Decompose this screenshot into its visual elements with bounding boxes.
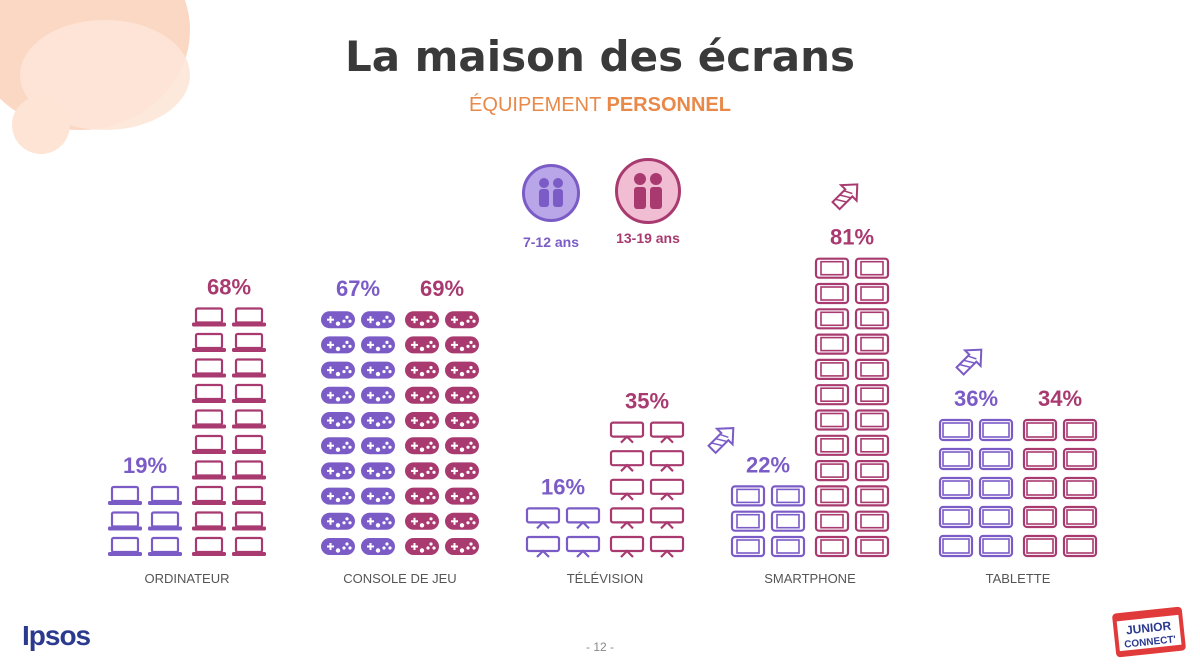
- legend-item-13-19: 13-19 ans: [600, 158, 696, 246]
- category-label-4: TABLETTE: [986, 571, 1051, 586]
- category-label-3: SMARTPHONE: [764, 571, 856, 586]
- bar-1-0: [321, 311, 395, 555]
- bar-2-1: [609, 421, 685, 558]
- trend-up-icon-3-0: [707, 427, 735, 455]
- category-label-2: TÉLÉVISION: [567, 571, 644, 586]
- svg-text:CONNECT': CONNECT': [1124, 634, 1177, 650]
- ipsos-logo: Ipsos: [22, 620, 91, 651]
- value-label-3-1: 81%: [830, 225, 874, 250]
- bar-0-0: [108, 485, 182, 556]
- chart: 19% 68% ORDINATEUR 67% 69% CONSOLE DE JEU 16% 3…: [108, 183, 1098, 586]
- bar-2-0: [525, 507, 601, 558]
- page-number: - 12 -: [585, 640, 614, 654]
- value-label-0-0: 19%: [123, 453, 167, 478]
- value-label-0-1: 68%: [207, 275, 251, 300]
- bar-0-1: [192, 307, 266, 556]
- bar-4-1: [1022, 418, 1098, 558]
- kids-icon: [522, 164, 580, 222]
- category-label-0: ORDINATEUR: [145, 571, 230, 586]
- subtitle-part-1: ÉQUIPEMENT: [469, 94, 607, 116]
- trend-up-icon-4-0: [955, 348, 983, 376]
- page-subtitle: ÉQUIPEMENT PERSONNEL: [0, 94, 1200, 117]
- value-label-2-0: 16%: [541, 474, 585, 499]
- page-title: La maison des écrans: [344, 32, 856, 81]
- bar-1-1: [405, 311, 479, 555]
- teens-icon: [615, 158, 681, 224]
- decorative-circle-small: [12, 96, 70, 154]
- value-label-4-0: 36%: [954, 386, 998, 411]
- bar-4-0: [938, 418, 1014, 558]
- value-label-3-0: 22%: [746, 452, 790, 477]
- value-label-1-0: 67%: [336, 276, 380, 301]
- value-label-2-1: 35%: [625, 389, 669, 414]
- value-label-4-1: 34%: [1038, 386, 1082, 411]
- junior-connect-logo: JUNIOR CONNECT': [1112, 606, 1186, 658]
- subtitle-part-2: PERSONNEL: [606, 94, 731, 116]
- bar-3-0: [730, 485, 806, 558]
- legend-item-7-12: 7-12 ans: [505, 164, 597, 250]
- legend-label-13-19: 13-19 ans: [616, 230, 680, 246]
- value-label-1-1: 69%: [420, 276, 464, 301]
- svg-text:JUNIOR: JUNIOR: [1125, 619, 1172, 638]
- trend-up-icon-3-1: [831, 183, 859, 211]
- category-label-1: CONSOLE DE JEU: [343, 571, 456, 586]
- bar-3-1: [814, 257, 890, 558]
- legend-label-7-12: 7-12 ans: [522, 234, 580, 250]
